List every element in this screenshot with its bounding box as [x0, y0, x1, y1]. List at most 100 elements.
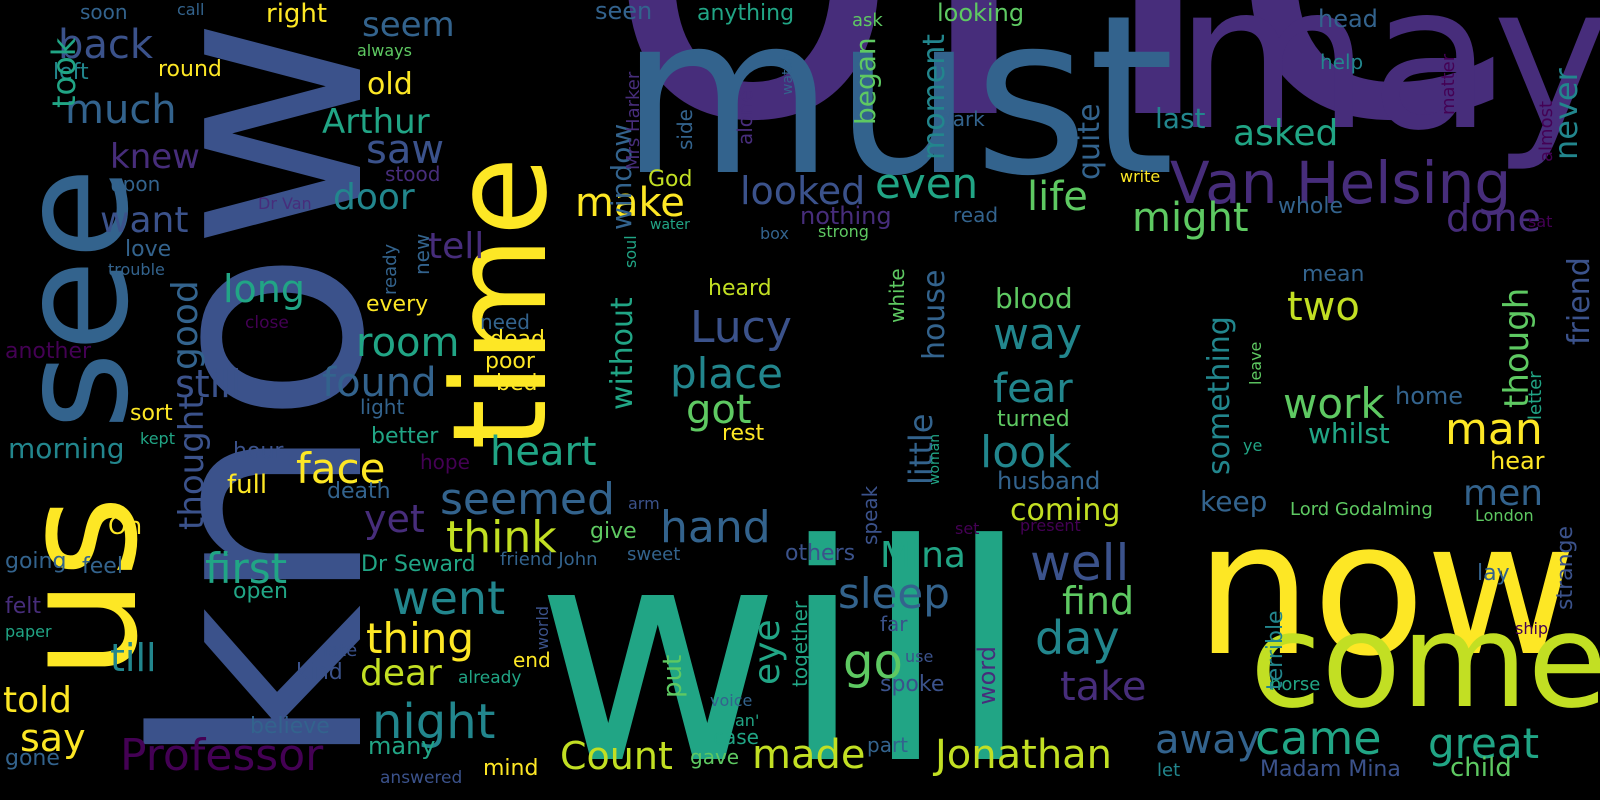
word-let: let [1157, 760, 1181, 782]
word-gone: gone [5, 745, 60, 771]
word-rest: rest [722, 420, 765, 446]
word-kept: kept [140, 428, 175, 448]
word-terrible: terrible [1263, 610, 1288, 690]
word-began: began [849, 37, 882, 125]
word-child: child [1450, 753, 1512, 784]
word-something: something [1202, 316, 1237, 475]
word-oh: Oh [108, 511, 143, 540]
word-world: world [533, 605, 552, 650]
word-went: went [392, 570, 506, 625]
word-ye: ye [1243, 435, 1263, 455]
word-full: full [227, 470, 268, 501]
word-case: case [713, 725, 759, 750]
word-told: told [3, 680, 72, 722]
word-even: even [875, 159, 979, 209]
word-day: day [1035, 610, 1120, 665]
word-hope: hope [420, 450, 470, 475]
word-head: head [1318, 4, 1378, 33]
word-lay: lay [1477, 560, 1510, 586]
word-tell: tell [428, 226, 485, 268]
word-blood: blood [995, 282, 1073, 316]
word-away: away [1155, 716, 1261, 763]
word-home: home [1395, 381, 1464, 410]
word-good: good [165, 280, 206, 370]
word-read: read [953, 203, 999, 228]
word-mind: mind [483, 755, 539, 781]
word-think: think [446, 512, 557, 564]
word-lucy: Lucy [690, 302, 792, 354]
word-done: done [1446, 195, 1541, 240]
word-madam-mina: Madam Mina [1260, 756, 1401, 782]
word-ship: ship [1515, 618, 1549, 638]
word-still: still [175, 361, 242, 406]
word-without: without [605, 297, 640, 410]
word-way: way [993, 309, 1082, 361]
word-light: light [360, 395, 405, 420]
word-moment: moment [917, 33, 952, 160]
word-hear: hear [1490, 446, 1545, 475]
word-yet: yet [364, 496, 425, 541]
word-looked: looked [740, 168, 866, 213]
word-an: an' [735, 710, 760, 730]
word-find: find [1062, 578, 1135, 623]
word-look: look [980, 427, 1072, 479]
word-got: got [686, 386, 752, 433]
word-sweet: sweet [627, 544, 681, 566]
word-dr-seward: Dr Seward [361, 551, 476, 577]
word-lord-godalming: Lord Godalming [1290, 499, 1433, 521]
word-say: say [20, 715, 86, 760]
word-quite: quite [1072, 103, 1107, 180]
word-might: might [1132, 194, 1249, 241]
word-nothing: nothing [800, 201, 892, 230]
word-sat: sat [1528, 211, 1553, 231]
word-great: great [1428, 719, 1540, 769]
word-spoke: spoke [880, 671, 945, 697]
word-arm: arm [628, 493, 660, 513]
word-coming: coming [1010, 492, 1121, 528]
word-dr-van: Dr Van [258, 193, 312, 213]
word-death: death [327, 478, 391, 504]
word-seemed: seemed [440, 474, 615, 526]
word-anything: anything [697, 0, 795, 26]
word-want: want [100, 200, 189, 242]
word-sort: sort [130, 400, 173, 426]
word-dear: dear [360, 653, 442, 695]
word-mean: mean [1302, 261, 1365, 287]
word-never: never [1547, 68, 1585, 160]
word-watch: watch [780, 52, 796, 95]
word-make: make [575, 179, 685, 226]
word-last: last [1155, 102, 1206, 136]
word-write: write [1120, 166, 1161, 186]
word-life: life [1027, 173, 1088, 220]
word-put: put [658, 654, 688, 698]
word-already: already [458, 668, 522, 689]
word-came: came [1255, 710, 1382, 765]
word-open: open [233, 578, 288, 604]
word-love: love [125, 236, 172, 262]
word-london: London [1475, 505, 1534, 525]
word-gave: gave [690, 745, 740, 770]
word-first: first [205, 544, 288, 594]
word-heard: heard [708, 275, 772, 301]
word-seem: seem [362, 5, 455, 46]
word-dead: dead [490, 326, 545, 352]
word-leave: leave [1246, 341, 1265, 385]
word-work: work [1283, 379, 1385, 429]
word-thing: thing [366, 614, 475, 664]
word-one: one [600, 0, 1530, 190]
word-looking: looking [937, 0, 1025, 27]
word-upon: upon [110, 172, 161, 197]
word-ready: ready [380, 243, 401, 295]
word-stood: stood [385, 162, 441, 187]
word-always: always [357, 40, 412, 60]
word-felt: felt [5, 593, 42, 619]
word-door: door [333, 177, 415, 219]
word-part: part [867, 733, 909, 758]
word-white: white [885, 268, 909, 323]
word-house: house [917, 269, 952, 360]
word-may: may [1175, 0, 1600, 175]
word-heart: heart [490, 428, 597, 475]
word-mina: Mina [880, 535, 966, 577]
word-mrs-harker: Mrs Harker [623, 71, 644, 170]
